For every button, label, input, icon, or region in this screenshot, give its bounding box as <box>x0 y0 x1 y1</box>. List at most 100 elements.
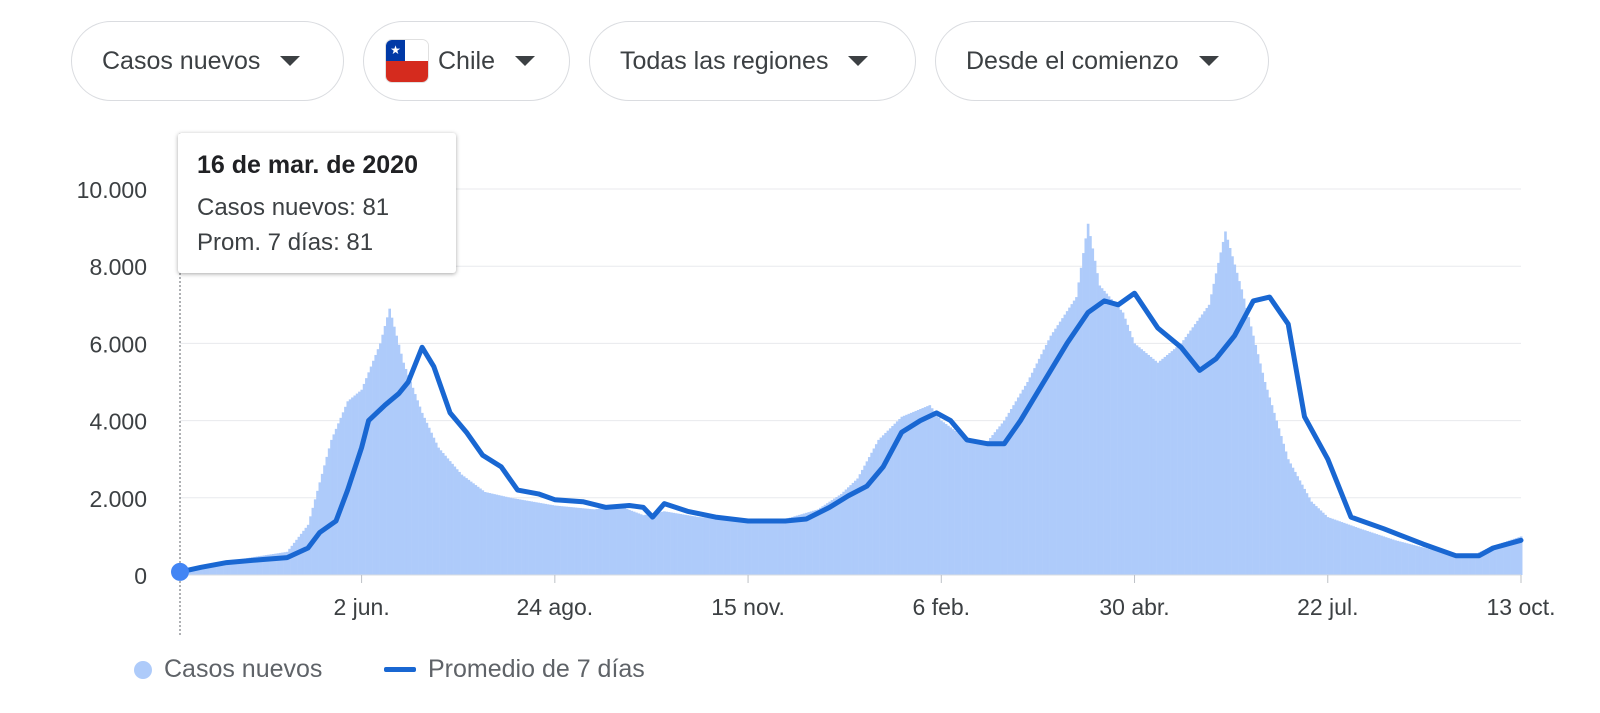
country-dropdown[interactable]: ★ Chile <box>363 21 570 101</box>
case-bar <box>497 495 501 575</box>
legend-item-average[interactable]: Promedio de 7 días <box>384 655 645 684</box>
case-bar <box>656 512 659 575</box>
case-bar <box>1065 311 1069 575</box>
case-bar <box>446 458 450 575</box>
case-bar <box>1289 463 1292 575</box>
case-bar <box>767 519 771 575</box>
case-bar <box>649 513 652 575</box>
case-bar <box>1340 522 1344 575</box>
case-bar <box>1019 393 1022 575</box>
case-bar <box>1177 345 1181 575</box>
case-bar <box>602 507 606 575</box>
case-bar <box>1217 262 1220 575</box>
case-bar <box>837 495 841 575</box>
chile-flag-icon: ★ <box>386 40 428 82</box>
case-bar <box>365 378 368 575</box>
case-bar <box>1037 358 1041 575</box>
case-bar <box>481 490 485 575</box>
case-bar <box>535 502 538 575</box>
case-bar <box>1226 239 1230 575</box>
case-bar <box>292 542 296 575</box>
case-bar <box>588 508 592 575</box>
case-bar <box>700 517 703 575</box>
case-bar <box>935 414 939 575</box>
case-bar <box>432 437 436 575</box>
case-bar <box>1449 554 1453 575</box>
case-bar <box>1249 326 1253 575</box>
case-bar <box>1480 551 1483 575</box>
case-bar <box>330 439 333 575</box>
case-bar <box>1163 356 1167 575</box>
case-bar <box>919 409 922 575</box>
case-bar <box>663 511 666 575</box>
case-bar <box>325 456 329 575</box>
case-bar <box>283 552 287 575</box>
case-bar <box>332 434 336 575</box>
case-bar <box>1110 299 1113 575</box>
case-bar <box>667 512 671 575</box>
case-bar <box>299 533 303 575</box>
case-bar <box>1207 304 1211 575</box>
case-bar <box>444 455 447 575</box>
case-bar <box>711 518 715 575</box>
case-bar <box>1473 554 1476 575</box>
case-bar <box>1091 248 1095 575</box>
case-bar <box>1072 300 1076 575</box>
case-bar <box>847 487 850 575</box>
case-bar <box>565 506 568 575</box>
case-bar <box>206 565 210 575</box>
case-bar <box>1058 321 1062 575</box>
case-bar <box>1517 537 1521 575</box>
case-bar <box>1312 503 1316 575</box>
case-bar <box>507 497 510 575</box>
case-bar <box>1317 508 1320 575</box>
case-bar <box>1030 372 1034 575</box>
case-bar <box>1112 301 1116 575</box>
case-bar <box>1319 510 1323 575</box>
case-bar <box>947 425 950 575</box>
case-bar <box>660 511 664 575</box>
case-bar <box>351 397 354 575</box>
case-bar <box>826 503 829 575</box>
case-bar <box>1373 533 1376 575</box>
case-bar <box>1082 253 1085 576</box>
case-bar <box>1466 557 1469 575</box>
case-bar <box>993 432 997 575</box>
case-bar <box>963 436 967 575</box>
case-bar <box>1214 273 1218 575</box>
date-range-dropdown[interactable]: Desde el comienzo <box>935 21 1269 101</box>
case-bar <box>1140 349 1143 575</box>
case-bar <box>1363 530 1367 575</box>
case-bar <box>1273 412 1276 575</box>
metric-dropdown[interactable]: Casos nuevos <box>71 21 344 101</box>
case-bar <box>269 554 273 575</box>
case-bar <box>781 519 785 575</box>
case-bar <box>1354 527 1358 575</box>
case-bar <box>1389 538 1393 575</box>
case-bar <box>888 428 892 575</box>
case-bar <box>793 516 797 575</box>
case-bar <box>1391 539 1395 575</box>
case-bar <box>926 406 929 575</box>
case-bar <box>1135 345 1139 575</box>
y-tick-label: 6.000 <box>89 331 147 357</box>
case-bar <box>828 501 832 575</box>
case-bar <box>814 510 818 575</box>
case-bar <box>1410 544 1414 575</box>
case-bar <box>241 558 245 575</box>
legend-item-cases[interactable]: Casos nuevos <box>134 655 322 684</box>
case-bar <box>413 394 417 575</box>
case-bar <box>1470 555 1474 575</box>
case-bar <box>511 498 515 575</box>
case-bar <box>1175 347 1178 575</box>
case-bar <box>823 504 827 575</box>
case-bar <box>1000 423 1004 575</box>
region-dropdown[interactable]: Todas las regiones <box>589 21 916 101</box>
x-tick-label: 2 jun. <box>333 594 389 620</box>
case-bar <box>1333 519 1337 575</box>
case-bar <box>644 514 648 575</box>
case-bar <box>1321 512 1325 575</box>
case-bar <box>425 422 429 575</box>
case-bar <box>982 442 985 575</box>
